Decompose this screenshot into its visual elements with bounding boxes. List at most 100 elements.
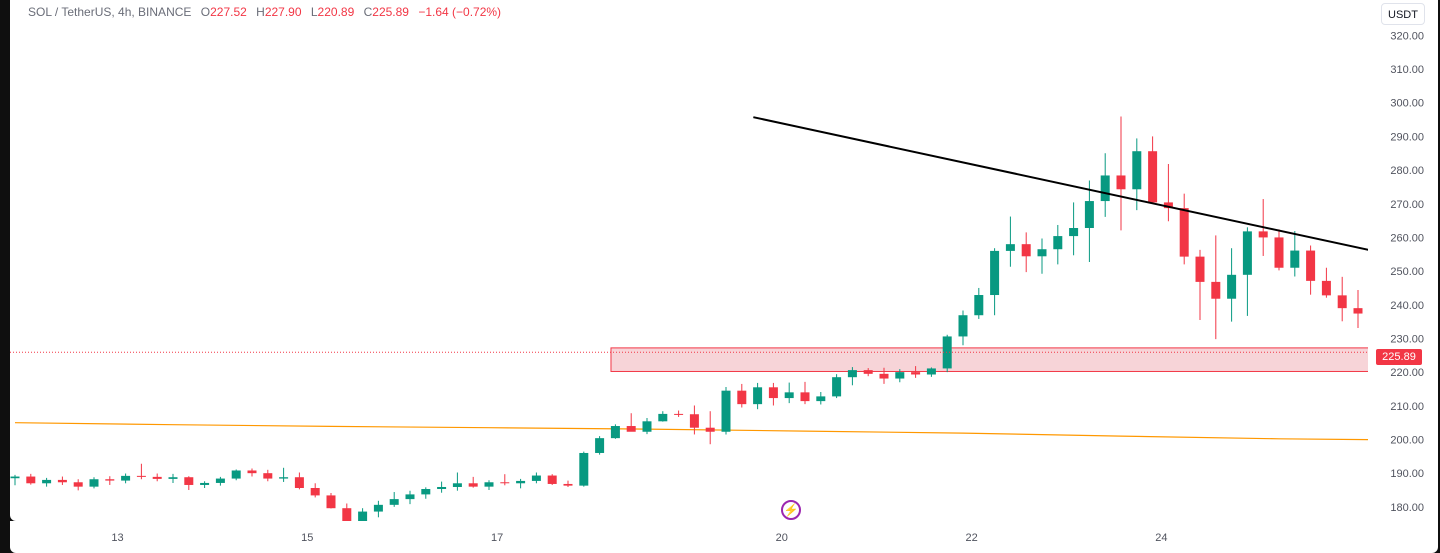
candle-body	[405, 494, 415, 500]
candle	[1306, 245, 1316, 295]
candle-body	[247, 470, 257, 474]
candle-body	[1069, 228, 1079, 237]
low-value: 220.89	[317, 5, 355, 19]
candle	[563, 480, 573, 487]
y-tick-label: 190.00	[1390, 468, 1424, 480]
close-value: 225.89	[372, 5, 409, 19]
candle	[57, 476, 67, 485]
x-tick-label: 20	[776, 532, 788, 544]
candle	[800, 381, 810, 405]
candle	[816, 392, 826, 405]
candle-body	[563, 483, 573, 486]
trendline-layer	[753, 116, 1368, 348]
candle	[942, 334, 952, 373]
x-tick-label: 24	[1155, 532, 1167, 544]
open-value: 227.52	[210, 5, 247, 19]
candle	[1005, 216, 1015, 267]
candle	[705, 411, 715, 445]
plot-area[interactable]: SOL / TetherUS, 4h, BINANCE O227.52 H227…	[10, 0, 1368, 521]
price-axis[interactable]: 320.00 310.00 300.00 290.00 280.00 270.00 260.…	[1368, 0, 1438, 521]
candle	[768, 382, 778, 406]
ema-line	[14, 422, 1368, 441]
candle-body	[263, 473, 273, 479]
chart-svg[interactable]	[10, 0, 1368, 521]
candle	[468, 476, 478, 488]
candle	[1069, 202, 1079, 256]
y-tick-label: 310.00	[1390, 64, 1424, 76]
candle-body	[1195, 256, 1205, 282]
candle-body	[1116, 175, 1126, 190]
candle-body	[626, 426, 636, 432]
candle-body	[800, 392, 810, 402]
x-tick-label: 13	[111, 532, 123, 544]
time-axis-svg: 1315172022242729Feb357	[111, 532, 1167, 544]
candle-body	[1037, 249, 1047, 257]
candle-body	[279, 477, 289, 479]
candle	[42, 477, 52, 487]
candle-body	[816, 396, 826, 402]
candle-body	[1100, 175, 1110, 202]
y-tick-label: 220.00	[1390, 367, 1424, 379]
candle	[136, 463, 146, 480]
candle	[10, 474, 20, 486]
candle	[547, 474, 557, 485]
currency-button[interactable]: USDT	[1381, 3, 1425, 25]
lightning-event-icon[interactable]: ⚡	[781, 500, 801, 520]
candle-body	[674, 413, 684, 415]
close-label: C	[363, 5, 373, 19]
candle	[342, 503, 352, 521]
candle-body	[136, 475, 146, 477]
candle-body	[1337, 295, 1347, 309]
candle	[247, 468, 257, 477]
open-label: O	[200, 5, 211, 19]
candle-body	[26, 476, 36, 484]
candle-body	[879, 373, 889, 379]
candle	[721, 386, 731, 435]
candle	[405, 490, 415, 505]
candle	[516, 478, 526, 489]
candle-body	[547, 475, 557, 484]
y-tick-label: 230.00	[1390, 333, 1424, 345]
candle-body	[958, 315, 968, 337]
descending-trendline[interactable]	[753, 116, 1368, 348]
candle-body	[911, 372, 921, 375]
support-zone[interactable]	[610, 347, 1368, 372]
candle-body	[737, 390, 747, 405]
candle	[1290, 231, 1300, 277]
candle	[452, 472, 462, 491]
candle-body	[832, 377, 842, 397]
candle	[1195, 249, 1205, 320]
x-tick-label: 15	[301, 532, 313, 544]
candle	[658, 411, 668, 422]
candle	[1242, 227, 1252, 316]
candle	[911, 366, 921, 378]
candle-body	[57, 479, 67, 483]
candle-body	[373, 504, 383, 512]
candle-body	[1274, 237, 1284, 268]
candle	[421, 487, 431, 499]
x-tick-label: 17	[491, 532, 503, 544]
candle-body	[705, 427, 715, 432]
candle-body	[595, 438, 605, 453]
candle	[1100, 153, 1110, 217]
candle-body	[1021, 244, 1031, 257]
candle-body	[1290, 250, 1300, 268]
candle-body	[231, 470, 241, 479]
candle-body	[1306, 250, 1316, 281]
candle	[294, 472, 304, 490]
candle	[674, 410, 684, 417]
y-tick-label: 210.00	[1390, 401, 1424, 413]
candle-body	[642, 421, 652, 432]
candle-body	[1005, 244, 1015, 251]
candle-body	[389, 499, 399, 505]
time-axis[interactable]: 1315172022242729Feb357	[10, 521, 1438, 553]
candle-body	[152, 476, 162, 479]
candle-body	[484, 482, 494, 487]
symbol-label[interactable]: SOL / TetherUS, 4h, BINANCE	[28, 5, 192, 19]
candle	[1163, 164, 1173, 222]
candle	[689, 405, 699, 435]
y-tick-label: 260.00	[1390, 232, 1424, 244]
candle-body	[200, 482, 210, 485]
candle	[279, 467, 289, 482]
candle	[389, 492, 399, 507]
